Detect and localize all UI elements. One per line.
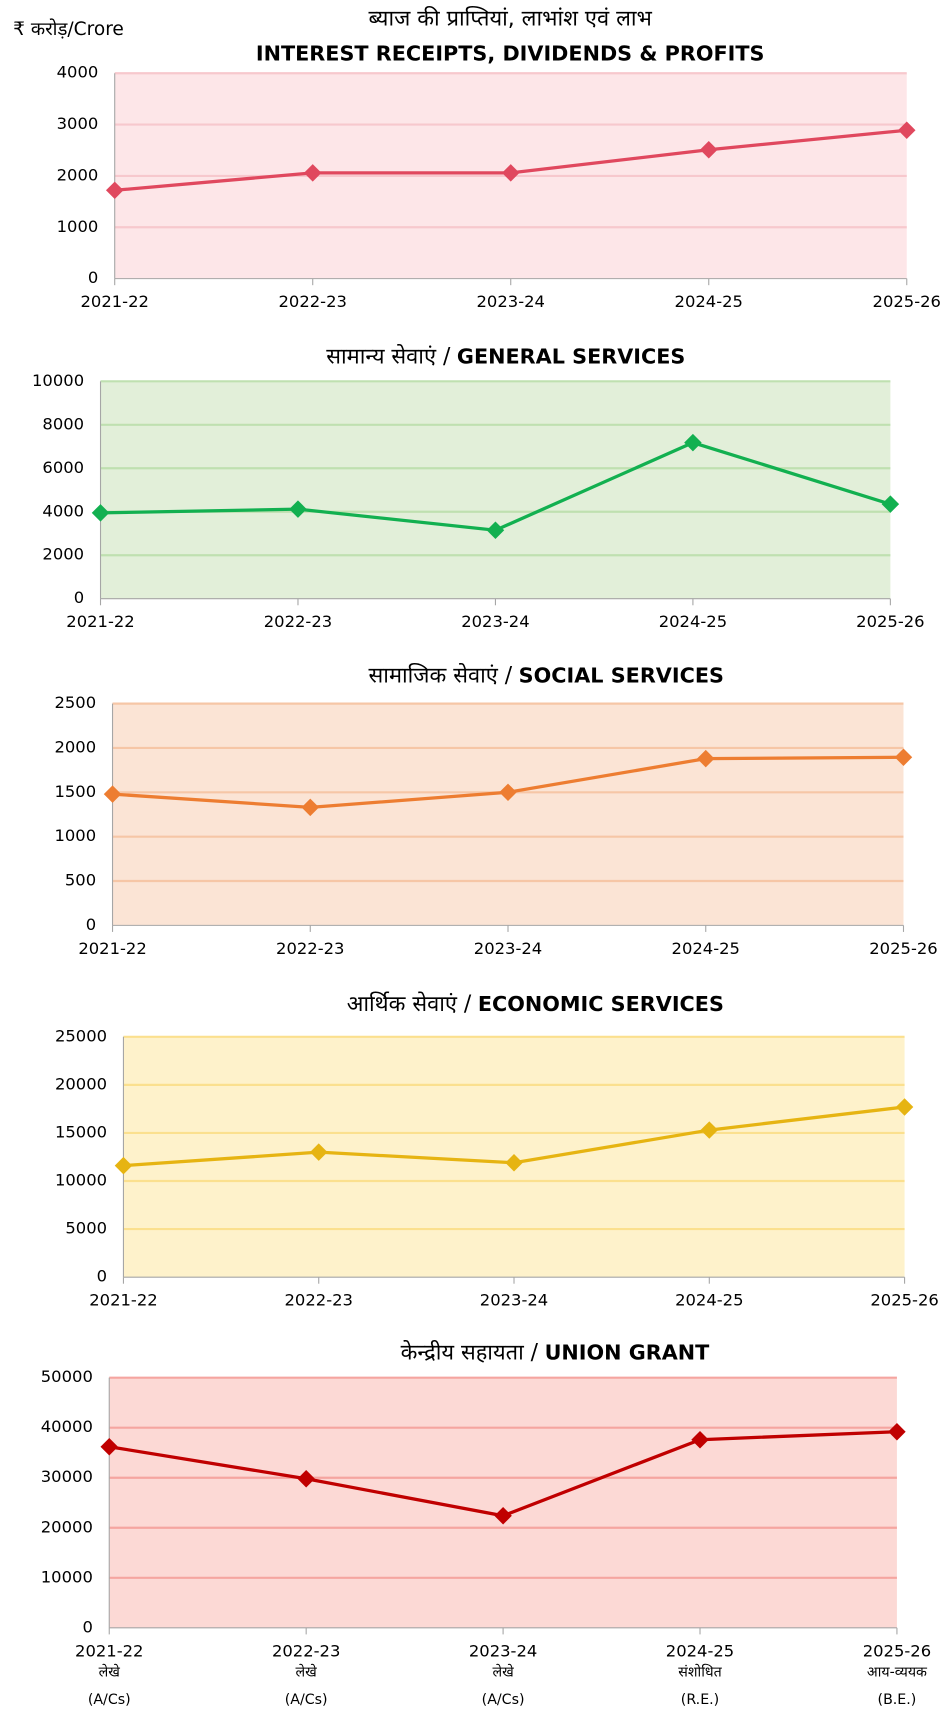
chart-title: ब्याज की प्राप्तियां, लाभांश एवं लाभ	[368, 6, 652, 32]
y-tick-label: 40000	[41, 1417, 93, 1436]
title-hindi: आर्थिक सेवाएं /	[347, 991, 472, 1017]
plot-background	[109, 1377, 897, 1628]
x-tick-label: 2024-25	[675, 292, 743, 311]
x-tick-label: 2023-24	[461, 612, 529, 631]
x-tick-label: 2021-22	[66, 612, 134, 631]
y-tick-label: 1000	[57, 217, 99, 236]
x-tick-label: 2022-23	[276, 939, 344, 958]
x-tick-label: 2025-26	[863, 1641, 931, 1660]
x-tick-note: लेखे	[99, 1664, 121, 1681]
x-tick-label: 2024-25	[675, 1291, 743, 1310]
x-tick-label: 2021-22	[75, 1641, 143, 1660]
x-tick-note: संशोधित	[678, 1664, 722, 1681]
data-point	[303, 164, 322, 182]
x-tick-note: (A/Cs)	[482, 1692, 525, 1708]
title-hindi: केन्द्रीय सहायता /	[401, 1340, 539, 1366]
x-tick-note: (B.E.)	[878, 1692, 917, 1708]
data-point	[895, 1098, 914, 1116]
data-point	[114, 1156, 133, 1175]
x-tick-label: 2022-23	[279, 292, 347, 311]
x-tick-label: 2024-25	[672, 939, 740, 958]
y-tick-label: 25000	[55, 1026, 107, 1045]
y-tick-label: 0	[97, 1267, 107, 1286]
data-point	[309, 1143, 328, 1161]
y-tick-label: 20000	[41, 1517, 93, 1536]
y-tick-label: 0	[86, 915, 96, 934]
y-tick-label: 5000	[65, 1219, 107, 1238]
x-tick-label: 2025-26	[869, 939, 937, 958]
y-tick-label: 2500	[54, 693, 96, 712]
chart-subtitle: INTEREST RECEIPTS, DIVIDENDS & PROFITS	[256, 42, 765, 66]
x-tick-label: 2023-24	[474, 939, 542, 958]
title-english: GENERAL SERVICES	[457, 344, 685, 368]
title-hindi: सामाजिक सेवाएं /	[369, 662, 513, 688]
x-tick-label: 2024-25	[666, 1641, 734, 1660]
title-english: UNION GRANT	[545, 1341, 711, 1365]
x-tick-note: (A/Cs)	[285, 1692, 328, 1708]
y-tick-label: 8000	[42, 414, 84, 433]
title-hindi: सामान्य सेवाएं /	[326, 343, 451, 369]
y-tick-label: 4000	[57, 63, 99, 82]
data-point	[499, 783, 517, 802]
y-tick-label: 6000	[42, 458, 84, 477]
x-tick-label: 2021-22	[89, 1291, 157, 1310]
y-tick-label: 10000	[55, 1171, 107, 1190]
y-tick-label: 500	[65, 871, 96, 890]
x-tick-label: 2025-26	[873, 292, 941, 311]
x-tick-label: 2023-24	[469, 1641, 537, 1660]
x-tick-label: 2022-23	[285, 1291, 353, 1310]
y-tick-label: 20000	[55, 1074, 107, 1093]
x-tick-note: लेखे	[492, 1664, 514, 1681]
y-tick-label: 0	[82, 1617, 92, 1636]
x-tick-label: 2021-22	[81, 292, 149, 311]
chart-title: आर्थिक सेवाएं / ECONOMIC SERVICES	[347, 991, 724, 1017]
title-english: ECONOMIC SERVICES	[478, 992, 724, 1016]
y-tick-label: 10000	[41, 1567, 93, 1586]
x-tick-label: 2021-22	[78, 939, 146, 958]
y-tick-label: 15000	[55, 1122, 107, 1141]
chart-title: सामाजिक सेवाएं / SOCIAL SERVICES	[369, 662, 724, 688]
x-tick-label: 2024-25	[659, 612, 727, 631]
x-tick-label: 2022-23	[272, 1641, 340, 1660]
x-tick-note: (A/Cs)	[88, 1692, 131, 1708]
y-tick-label: 3000	[57, 114, 99, 133]
y-tick-label: 2000	[54, 737, 96, 756]
y-tick-label: 2000	[42, 545, 84, 564]
x-tick-label: 2023-24	[480, 1291, 548, 1310]
plot-background	[100, 381, 891, 599]
title-english: SOCIAL SERVICES	[519, 663, 724, 687]
y-tick-label: 0	[88, 268, 98, 287]
x-tick-note: लेखे	[296, 1664, 318, 1681]
y-tick-label: 2000	[57, 165, 99, 184]
x-tick-label: 2022-23	[264, 612, 332, 631]
data-point	[684, 433, 702, 452]
data-point	[700, 1121, 719, 1139]
data-point	[898, 121, 916, 139]
y-tick-label: 0	[74, 588, 84, 607]
x-tick-note: (R.E.)	[681, 1692, 719, 1708]
x-tick-label: 2025-26	[856, 612, 924, 631]
y-tick-label: 50000	[41, 1367, 93, 1386]
unit-label: ₹ करोड़/Crore	[13, 18, 124, 40]
data-point	[697, 749, 715, 768]
y-tick-label: 1000	[54, 826, 96, 845]
chart-title: केन्द्रीय सहायता / UNION GRANT	[401, 1340, 711, 1366]
x-tick-label: 2023-24	[477, 292, 545, 311]
plot-background	[112, 703, 904, 926]
y-tick-label: 1500	[54, 782, 96, 801]
y-tick-label: 4000	[42, 501, 84, 520]
chart-title: सामान्य सेवाएं / GENERAL SERVICES	[326, 343, 685, 369]
data-point	[881, 495, 900, 513]
y-tick-label: 30000	[41, 1467, 93, 1486]
y-tick-label: 10000	[32, 371, 84, 390]
x-tick-label: 2025-26	[870, 1291, 938, 1310]
x-tick-note: आय-व्ययक	[867, 1665, 928, 1681]
